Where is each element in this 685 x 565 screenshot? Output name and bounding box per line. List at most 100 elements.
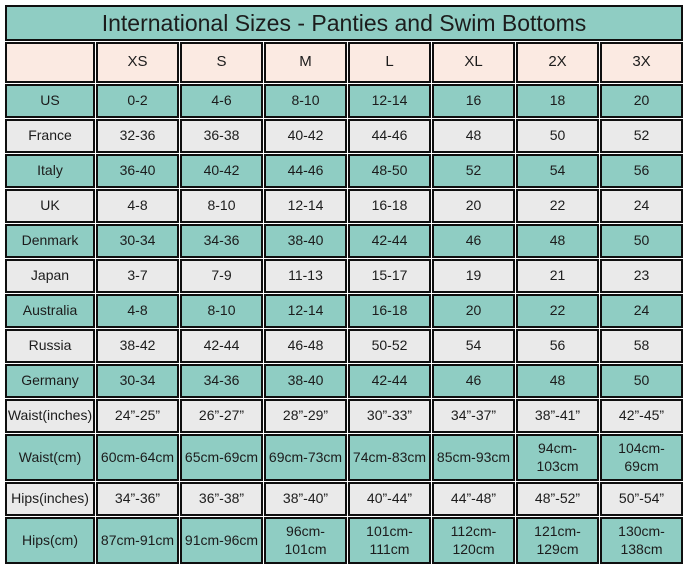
row-label: US: [5, 84, 95, 118]
table-row-uk: UK 4-8 8-10 12-14 16-18 20 22 24: [5, 189, 683, 223]
row-label: Waist(inches): [5, 399, 95, 433]
title-row: International Sizes - Panties and Swim B…: [5, 5, 683, 41]
size-cell: 42-44: [348, 364, 431, 398]
size-cell: 12-14: [348, 84, 431, 118]
size-cell: 42”-45”: [600, 399, 683, 433]
size-cell: 8-10: [264, 84, 347, 118]
col-header-xs: XS: [96, 42, 179, 83]
table-row-france: France 32-36 36-38 40-42 44-46 48 50 52: [5, 119, 683, 153]
size-cell: 130cm- 138cm: [600, 517, 683, 564]
size-cell: 85cm-93cm: [432, 434, 515, 481]
size-cell: 38-42: [96, 329, 179, 363]
size-cell: 40”-44”: [348, 482, 431, 516]
table-row-italy: Italy 36-40 40-42 44-46 48-50 52 54 56: [5, 154, 683, 188]
row-label: UK: [5, 189, 95, 223]
size-cell: 56: [600, 154, 683, 188]
size-cell: 22: [516, 294, 599, 328]
row-label: Russia: [5, 329, 95, 363]
size-cell: 32-36: [96, 119, 179, 153]
size-cell: 42-44: [348, 224, 431, 258]
size-cell: 24: [600, 189, 683, 223]
size-cell: 48”-52”: [516, 482, 599, 516]
size-cell: 8-10: [180, 189, 263, 223]
size-cell: 121cm- 129cm: [516, 517, 599, 564]
col-header-l: L: [348, 42, 431, 83]
size-cell: 4-8: [96, 294, 179, 328]
size-cell: 34-36: [180, 364, 263, 398]
size-cell: 60cm-64cm: [96, 434, 179, 481]
size-cell: 26”-27”: [180, 399, 263, 433]
size-cell: 50-52: [348, 329, 431, 363]
row-label: Australia: [5, 294, 95, 328]
row-label: Hips(cm): [5, 517, 95, 564]
size-cell: 65cm-69cm: [180, 434, 263, 481]
size-cell: 69cm-73cm: [264, 434, 347, 481]
table-row-denmark: Denmark 30-34 34-36 38-40 42-44 46 48 50: [5, 224, 683, 258]
row-label: Italy: [5, 154, 95, 188]
size-cell: 36-38: [180, 119, 263, 153]
size-cell: 52: [432, 154, 515, 188]
table-row-japan: Japan 3-7 7-9 11-13 15-17 19 21 23: [5, 259, 683, 293]
size-cell: 16-18: [348, 294, 431, 328]
size-table: International Sizes - Panties and Swim B…: [4, 4, 684, 565]
chart-title: International Sizes - Panties and Swim B…: [5, 5, 683, 41]
corner-cell: [5, 42, 95, 83]
size-cell: 40-42: [180, 154, 263, 188]
size-cell: 12-14: [264, 189, 347, 223]
size-cell: 12-14: [264, 294, 347, 328]
size-cell: 7-9: [180, 259, 263, 293]
size-cell: 44”-48”: [432, 482, 515, 516]
size-cell: 4-8: [96, 189, 179, 223]
size-cell: 4-6: [180, 84, 263, 118]
row-label: Denmark: [5, 224, 95, 258]
size-cell: 56: [516, 329, 599, 363]
size-cell: 36”-38”: [180, 482, 263, 516]
table-row-us: US 0-2 4-6 8-10 12-14 16 18 20: [5, 84, 683, 118]
size-cell: 101cm- 111cm: [348, 517, 431, 564]
size-cell: 94cm- 103cm: [516, 434, 599, 481]
size-header-row: XS S M L XL 2X 3X: [5, 42, 683, 83]
size-cell: 36-40: [96, 154, 179, 188]
size-cell: 30”-33”: [348, 399, 431, 433]
size-cell: 38-40: [264, 224, 347, 258]
size-cell: 46: [432, 364, 515, 398]
row-label: Germany: [5, 364, 95, 398]
size-cell: 74cm-83cm: [348, 434, 431, 481]
size-cell: 3-7: [96, 259, 179, 293]
size-cell: 30-34: [96, 224, 179, 258]
size-cell: 38”-40”: [264, 482, 347, 516]
size-cell: 54: [516, 154, 599, 188]
size-cell: 91cm-96cm: [180, 517, 263, 564]
size-cell: 54: [432, 329, 515, 363]
size-cell: 44-46: [264, 154, 347, 188]
row-label: France: [5, 119, 95, 153]
size-cell: 8-10: [180, 294, 263, 328]
size-cell: 15-17: [348, 259, 431, 293]
size-cell: 96cm- 101cm: [264, 517, 347, 564]
size-cell: 48-50: [348, 154, 431, 188]
size-cell: 34”-36”: [96, 482, 179, 516]
size-cell: 48: [432, 119, 515, 153]
size-cell: 42-44: [180, 329, 263, 363]
col-header-xl: XL: [432, 42, 515, 83]
size-cell: 16: [432, 84, 515, 118]
size-cell: 28”-29”: [264, 399, 347, 433]
table-row-germany: Germany 30-34 34-36 38-40 42-44 46 48 50: [5, 364, 683, 398]
size-cell: 23: [600, 259, 683, 293]
size-cell: 46-48: [264, 329, 347, 363]
table-row-waist-inches: Waist(inches) 24”-25” 26”-27” 28”-29” 30…: [5, 399, 683, 433]
size-cell: 50: [600, 224, 683, 258]
table-row-hips-cm: Hips(cm) 87cm-91cm 91cm-96cm 96cm- 101cm…: [5, 517, 683, 564]
size-cell: 50: [516, 119, 599, 153]
size-cell: 20: [432, 294, 515, 328]
table-row-russia: Russia 38-42 42-44 46-48 50-52 54 56 58: [5, 329, 683, 363]
size-cell: 20: [432, 189, 515, 223]
size-cell: 24: [600, 294, 683, 328]
size-cell: 11-13: [264, 259, 347, 293]
table-row-hips-inches: Hips(inches) 34”-36” 36”-38” 38”-40” 40”…: [5, 482, 683, 516]
size-cell: 24”-25”: [96, 399, 179, 433]
size-cell: 0-2: [96, 84, 179, 118]
size-cell: 112cm- 120cm: [432, 517, 515, 564]
size-cell: 20: [600, 84, 683, 118]
